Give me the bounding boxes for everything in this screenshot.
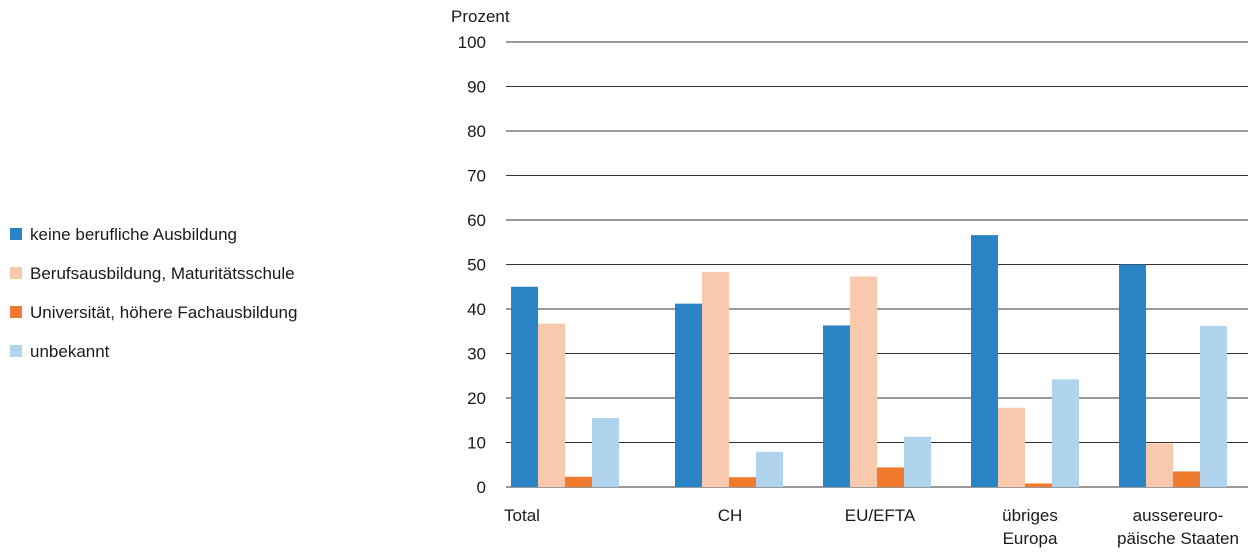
legend-label: keine berufliche Ausbildung: [30, 225, 237, 244]
y-tick-label: 50: [467, 256, 486, 275]
bar-4-5: [1200, 325, 1227, 487]
legend-label: Berufsausbildung, Maturitätsschule: [30, 264, 295, 283]
bar-1-2: [675, 303, 702, 487]
y-tick-label: 40: [467, 300, 486, 319]
y-tick-label: 70: [467, 167, 486, 186]
legend-swatch: [10, 267, 22, 279]
bar-1-3: [823, 325, 850, 487]
bar-3-1: [565, 476, 592, 487]
x-category-label: EU/EFTA: [845, 506, 916, 525]
y-tick-label: 30: [467, 345, 486, 364]
legend-swatch: [10, 306, 22, 318]
legend: keine berufliche Ausbildung Berufsausbild…: [10, 225, 297, 361]
bar-3-3: [877, 467, 904, 487]
bar-2-1: [538, 323, 565, 487]
bar-2-3: [850, 276, 877, 487]
bar-3-5: [1173, 471, 1200, 487]
bar-4-3: [904, 436, 931, 487]
y-axis-ticks: 0 10 20 30 40 50 60 70 80 90 100: [458, 33, 486, 497]
bar-4-2: [756, 451, 783, 487]
bar-4-1: [592, 418, 619, 487]
y-axis-label: Prozent: [451, 7, 510, 26]
bar-2-2: [702, 272, 729, 487]
bar-2-4: [998, 407, 1025, 487]
y-tick-label: 90: [467, 78, 486, 97]
x-category-label: CH: [718, 506, 743, 525]
y-tick-label: 20: [467, 389, 486, 408]
y-tick-label: 0: [477, 478, 486, 497]
x-category-label: aussereuro-päische Staaten: [1117, 506, 1239, 548]
y-tick-label: 100: [458, 33, 486, 52]
y-tick-label: 60: [467, 211, 486, 230]
y-tick-label: 10: [467, 434, 486, 453]
x-category-label: Total: [504, 506, 540, 525]
bar-3-4: [1025, 483, 1052, 487]
legend-swatch: [10, 228, 22, 240]
bars: [511, 235, 1227, 487]
bar-4-4: [1052, 379, 1079, 487]
bar-1-4: [971, 235, 998, 487]
x-axis-categories: Total CH EU/EFTA übriges Europa aussereuro-pä…: [504, 506, 1239, 548]
y-tick-label: 80: [467, 122, 486, 141]
bar-1-5: [1119, 264, 1146, 487]
legend-label: unbekannt: [30, 342, 110, 361]
legend-swatch: [10, 345, 22, 357]
bar-3-2: [729, 477, 756, 487]
legend-label: Universität, höhere Fachausbildung: [30, 303, 297, 322]
bar-1-1: [511, 286, 538, 487]
bar-2-5: [1146, 443, 1173, 487]
x-category-label: übriges Europa: [1002, 506, 1058, 548]
